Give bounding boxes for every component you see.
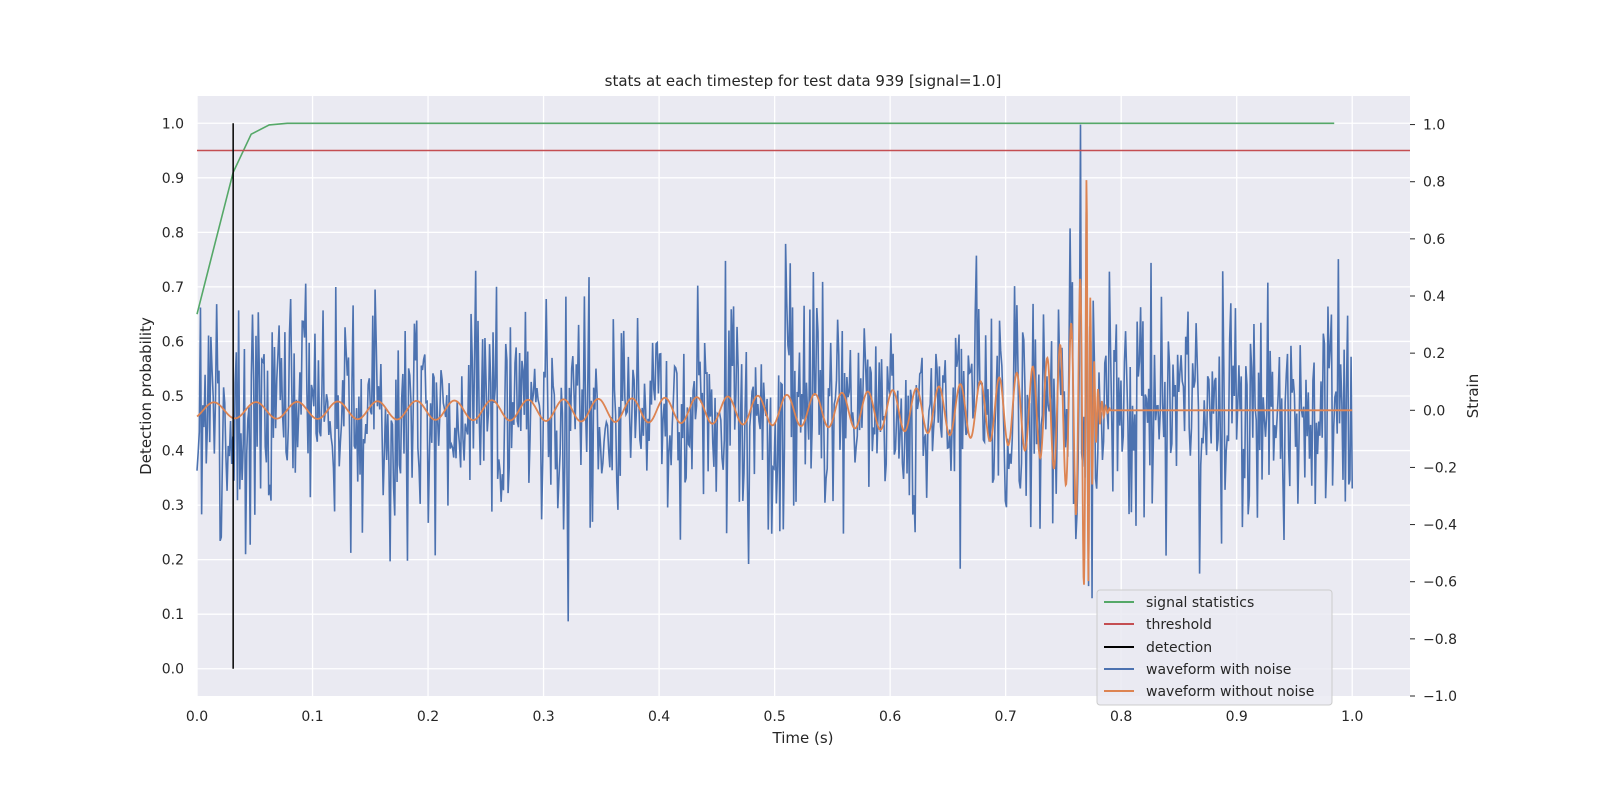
y2-tick-label: 1.0 xyxy=(1423,118,1445,134)
y2-tick-label: −0.8 xyxy=(1423,632,1457,648)
y2-tick-label: −0.4 xyxy=(1423,518,1457,534)
legend-box xyxy=(1096,589,1333,706)
y2-tick-label: −0.6 xyxy=(1423,575,1457,591)
y2-tick-label: −0.2 xyxy=(1423,460,1457,476)
x-tick-label: 0.7 xyxy=(995,709,1017,725)
chart-title: stats at each timestep for test data 939… xyxy=(605,72,1002,90)
x-tick-label: 0.0 xyxy=(186,709,208,725)
x-tick-label: 1.0 xyxy=(1341,709,1363,725)
x-tick-label: 0.2 xyxy=(417,709,439,725)
y-axis-label: Detection probability xyxy=(137,317,155,475)
y-tick-label: 0.3 xyxy=(162,498,184,514)
series-line-signal-statistics xyxy=(196,122,1335,315)
y-tick-label: 0.8 xyxy=(162,225,184,241)
y2-tick-label: −1.0 xyxy=(1423,689,1457,705)
y-tick-label: 0.5 xyxy=(162,389,184,405)
y-tick-label: 0.4 xyxy=(162,444,184,460)
y2-tick-label: 0.2 xyxy=(1423,346,1445,362)
x-tick-label: 0.5 xyxy=(763,709,785,725)
y-tick-label: 0.2 xyxy=(162,553,184,569)
y2-tick-label: 0.6 xyxy=(1423,232,1445,248)
y-tick-label: 0.9 xyxy=(162,171,184,187)
y-tick-label: 0.0 xyxy=(162,662,184,678)
legend-label-threshold: threshold xyxy=(1146,617,1212,633)
x-tick-label: 0.8 xyxy=(1110,709,1132,725)
series-layer xyxy=(196,122,1410,669)
y2-tick-label: 0.8 xyxy=(1423,175,1445,191)
y-tick-label: 0.1 xyxy=(162,607,184,623)
y2-tick-label: 0.4 xyxy=(1423,289,1445,305)
y-tick-label: 1.0 xyxy=(162,116,184,132)
x-axis-label: Time (s) xyxy=(772,729,834,747)
y2-axis-label: Strain xyxy=(1464,374,1482,418)
x-tick-label: 0.4 xyxy=(648,709,670,725)
x-tick-label: 0.3 xyxy=(532,709,554,725)
series-line-waveform-with-noise xyxy=(196,124,1354,622)
y-tick-label: 0.7 xyxy=(162,280,184,296)
ticks: 0.0 0.1 0.2 0.3 0.4 0.5 0.6 0.7 0.8 0.9 1.0 0.0 0.1 0… xyxy=(162,116,1457,725)
y-tick-label: 0.6 xyxy=(162,334,184,350)
x-tick-label: 0.1 xyxy=(301,709,323,725)
legend-label-waveform-with-noise: waveform with noise xyxy=(1146,662,1291,678)
x-tick-label: 0.6 xyxy=(879,709,901,725)
legend-label-detection: detection xyxy=(1146,640,1212,656)
x-tick-label: 0.9 xyxy=(1226,709,1248,725)
legend-label-waveform-without-noise: waveform without noise xyxy=(1146,684,1314,700)
series-line-waveform-without-noise xyxy=(196,180,1353,585)
legend-label-signal-statistics: signal statistics xyxy=(1146,595,1254,611)
y2-tick-label: 0.0 xyxy=(1423,403,1445,419)
legend: signal statistics threshold detection wa… xyxy=(1096,589,1333,706)
